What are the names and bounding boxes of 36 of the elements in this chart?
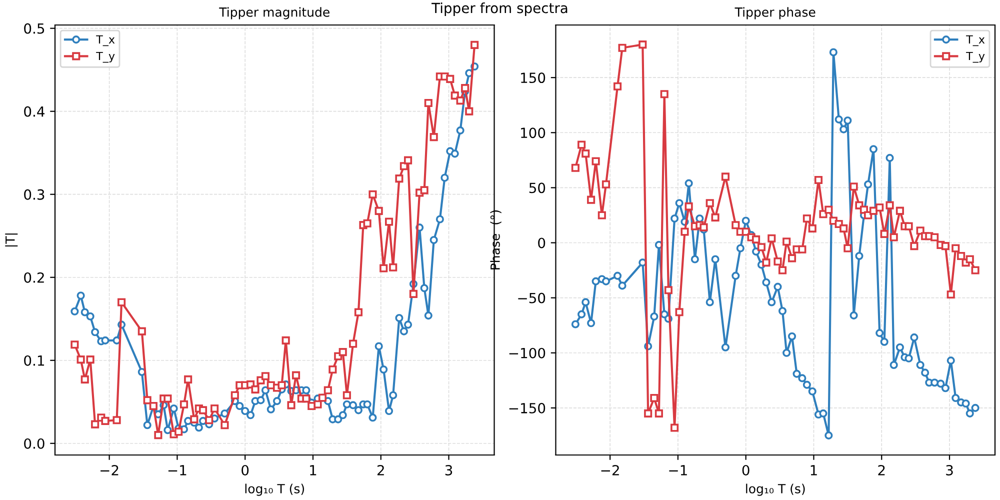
x-tick-label: 3 xyxy=(445,464,452,476)
y-tick-label: 0.4 xyxy=(24,106,44,117)
chart-title: Tipper phase xyxy=(734,7,816,20)
legend-label: T_x xyxy=(966,35,985,46)
legend-label: T_y xyxy=(96,52,115,63)
y-tick-label: 0.0 xyxy=(24,438,44,449)
y-axis-title: |T| xyxy=(5,234,18,246)
x-tick-label: 1 xyxy=(310,465,316,476)
y-tick-label: 50 xyxy=(529,182,546,194)
x-axis-title: log₁₀ T (s) xyxy=(746,484,805,496)
x-tick-label: −2 xyxy=(100,464,118,476)
x-tick-label: 1 xyxy=(810,465,817,476)
y-tick-label: −50 xyxy=(518,292,546,304)
legend-label: T_y xyxy=(966,52,985,63)
x-tick-label: 3 xyxy=(946,464,953,476)
y-tick-label: −150 xyxy=(509,402,546,414)
x-tick-label: 0 xyxy=(742,464,750,476)
y-tick-label: 150 xyxy=(521,72,546,84)
x-tick-label: 0 xyxy=(242,464,249,476)
y-axis-title: Phase (°) xyxy=(490,210,502,270)
y-tick-label: 0.2 xyxy=(24,272,44,283)
y-tick-label: −100 xyxy=(509,348,546,358)
x-tick-label: −1 xyxy=(669,465,687,476)
x-tick-label: 2 xyxy=(878,464,885,476)
chart-title: Tipper magnitude xyxy=(219,7,330,20)
y-tick-label: 100 xyxy=(521,128,546,138)
legend-label: T_x xyxy=(96,35,115,46)
x-tick-label: −2 xyxy=(601,464,619,476)
text: Tipper from spectra xyxy=(432,2,568,16)
y-tick-label: 0.3 xyxy=(24,189,44,200)
x-tick-label: −1 xyxy=(168,465,186,476)
y-tick-label: 0 xyxy=(538,238,546,248)
x-axis-title: log₁₀ T (s) xyxy=(245,484,304,496)
y-tick-label: 0.1 xyxy=(24,355,44,366)
y-tick-label: 0.5 xyxy=(24,23,44,34)
x-tick-label: 2 xyxy=(377,464,384,476)
